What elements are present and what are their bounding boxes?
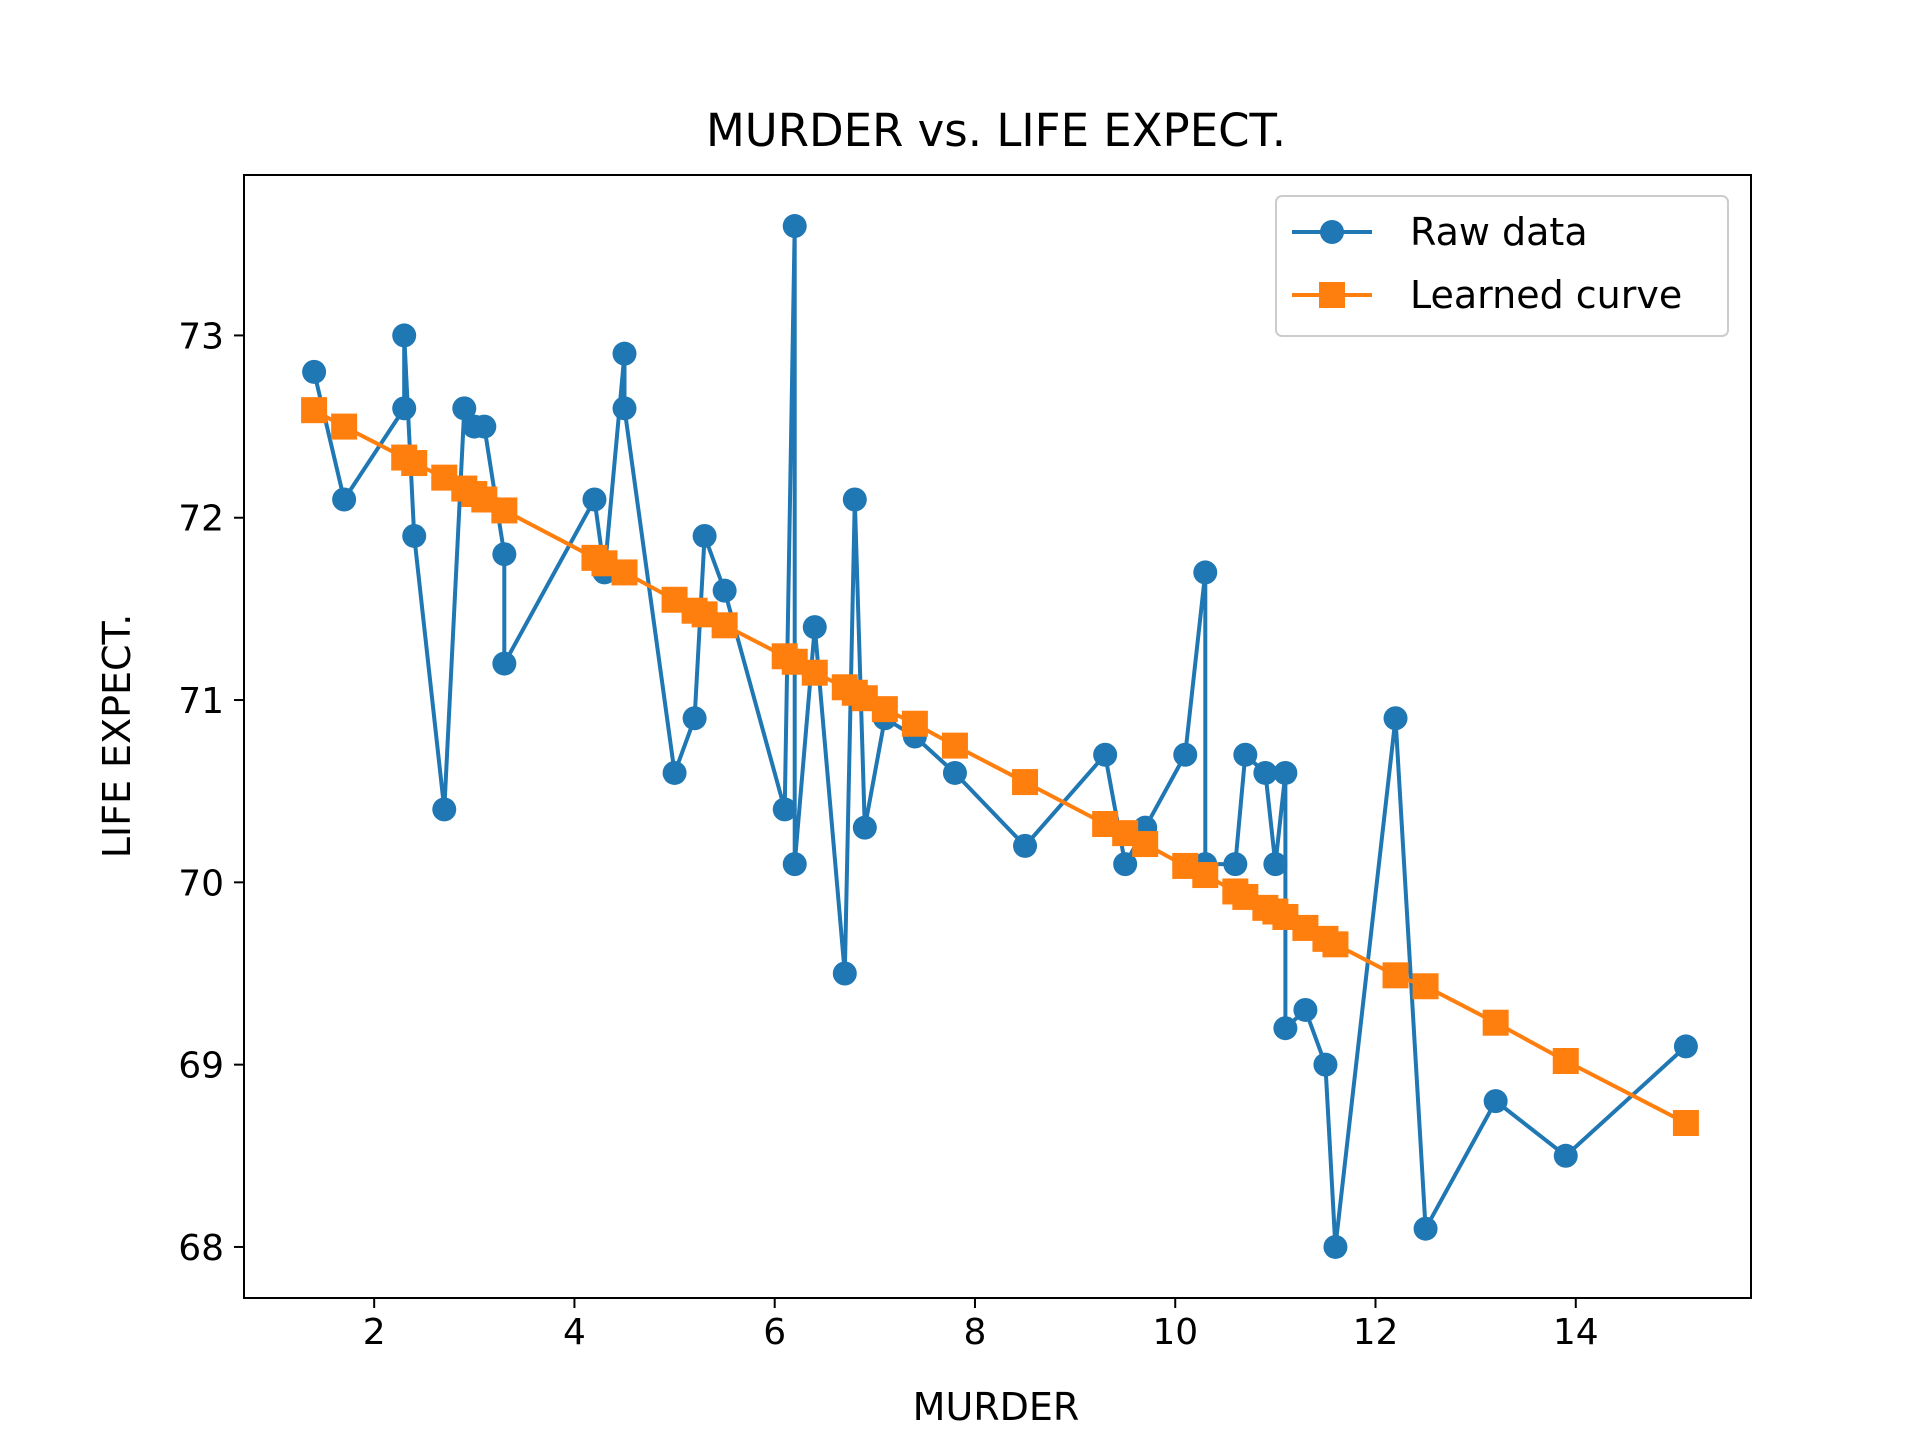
y-tick-label: 72 [178, 499, 224, 540]
data-point-learned-curve [1482, 1009, 1509, 1036]
data-point-learned-curve [801, 659, 828, 686]
data-point-raw-data [662, 760, 687, 785]
x-tick-label: 10 [1152, 1312, 1198, 1353]
data-point-raw-data [1553, 1143, 1578, 1168]
data-point-raw-data [1113, 852, 1138, 877]
data-point-raw-data [852, 815, 877, 840]
data-point-raw-data [1323, 1234, 1348, 1259]
data-point-raw-data [1253, 760, 1278, 785]
data-point-raw-data [612, 396, 637, 421]
x-tick-label: 6 [763, 1312, 786, 1353]
data-point-raw-data [402, 523, 427, 548]
data-point-learned-curve [611, 559, 638, 586]
data-point-learned-curve [491, 497, 518, 524]
legend-box [1275, 195, 1729, 337]
data-point-raw-data [1413, 1216, 1438, 1241]
data-point-raw-data [772, 797, 797, 822]
data-point-raw-data [1263, 852, 1288, 877]
data-point-learned-curve [1012, 769, 1039, 796]
legend: Raw data Learned curve [1275, 195, 1729, 337]
data-point-raw-data [392, 323, 417, 348]
series-line-raw-data [312, 224, 1688, 1249]
data-point-learned-curve [1672, 1109, 1699, 1136]
data-point-raw-data [452, 396, 477, 421]
data-point-raw-data [472, 414, 497, 439]
data-point-learned-curve [331, 413, 358, 440]
data-point-raw-data [842, 487, 867, 512]
data-point-raw-data [332, 487, 357, 512]
data-point-raw-data [802, 615, 827, 640]
data-point-raw-data [942, 760, 967, 785]
data-point-learned-curve [711, 612, 738, 639]
data-point-raw-data [492, 651, 517, 676]
data-point-learned-curve [1552, 1048, 1579, 1075]
data-point-raw-data [1173, 742, 1198, 767]
data-point-raw-data [492, 542, 517, 567]
y-axis: 68 69 70 71 72 73 [178, 316, 244, 1269]
data-point-raw-data [1093, 742, 1118, 767]
y-tick-label: 69 [178, 1046, 224, 1087]
data-point-learned-curve [301, 397, 328, 424]
data-point-learned-curve [941, 732, 968, 759]
data-point-raw-data [432, 797, 457, 822]
chart-title: MURDER vs. LIFE EXPECT. [706, 104, 1286, 157]
data-point-raw-data [712, 578, 737, 603]
legend-raw-data-label: Raw data [1410, 210, 1588, 254]
data-point-raw-data [1673, 1034, 1698, 1059]
x-tick-label: 8 [964, 1312, 987, 1353]
y-tick-label: 68 [178, 1228, 224, 1269]
data-point-learned-curve [1322, 931, 1349, 958]
data-point-raw-data [1273, 760, 1298, 785]
legend-learned-curve-marker [1319, 282, 1345, 308]
legend-learned-curve-label: Learned curve [1410, 273, 1682, 317]
data-point-raw-data [692, 523, 717, 548]
data-point-learned-curve [401, 450, 428, 477]
data-point-raw-data [1313, 1052, 1338, 1077]
data-point-raw-data [582, 487, 607, 512]
data-point-raw-data [782, 852, 807, 877]
data-point-raw-data [1193, 560, 1218, 585]
data-point-learned-curve [871, 696, 898, 723]
data-point-raw-data [1223, 852, 1248, 877]
data-point-raw-data [1293, 997, 1318, 1022]
data-point-learned-curve [1132, 831, 1159, 858]
data-point-learned-curve [1192, 862, 1219, 889]
data-point-raw-data [392, 396, 417, 421]
y-axis-label: LIFE EXPECT. [95, 614, 139, 859]
y-tick-label: 70 [178, 863, 224, 904]
data-point-raw-data [782, 214, 807, 239]
data-point-raw-data [1273, 1016, 1298, 1041]
plot-frame [243, 174, 1752, 1299]
data-point-learned-curve [1412, 973, 1439, 1000]
data-point-learned-curve [901, 710, 928, 737]
y-tick-label: 73 [178, 316, 224, 357]
data-point-raw-data [682, 706, 707, 731]
data-point-raw-data [612, 341, 637, 366]
x-axis-label: MURDER [913, 1385, 1080, 1429]
data-point-raw-data [832, 961, 857, 986]
x-tick-label: 2 [363, 1312, 386, 1353]
y-tick-label: 71 [178, 681, 224, 722]
data-point-raw-data [302, 359, 327, 384]
x-tick-label: 4 [563, 1312, 586, 1353]
data-point-raw-data [1233, 742, 1258, 767]
data-point-raw-data [1013, 833, 1038, 858]
x-tick-label: 14 [1553, 1312, 1599, 1353]
data-point-raw-data [1383, 706, 1408, 731]
legend-raw-data-marker [1320, 220, 1344, 244]
plot-area [301, 214, 1699, 1259]
data-point-learned-curve [1382, 962, 1409, 989]
x-axis: 2 4 6 8 10 12 14 [363, 1298, 1599, 1353]
x-tick-label: 12 [1353, 1312, 1399, 1353]
data-point-raw-data [1483, 1089, 1508, 1114]
